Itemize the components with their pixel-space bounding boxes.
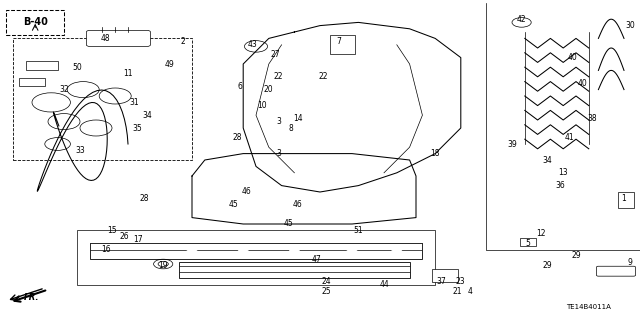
Text: 21: 21 <box>453 287 462 296</box>
Text: 49: 49 <box>164 60 175 68</box>
Text: FR.: FR. <box>24 293 40 302</box>
Text: 10: 10 <box>257 101 268 110</box>
Bar <box>618 192 634 208</box>
Text: 28: 28 <box>140 194 148 203</box>
Circle shape <box>289 249 300 254</box>
Bar <box>6 10 64 35</box>
Text: 40: 40 <box>577 79 588 88</box>
Text: 51: 51 <box>353 226 364 235</box>
Text: 31: 31 <box>129 98 140 107</box>
Text: 37: 37 <box>436 277 447 286</box>
Bar <box>26 61 58 70</box>
Bar <box>330 35 355 54</box>
Text: 7: 7 <box>337 37 342 46</box>
Text: 12: 12 <box>536 229 545 238</box>
Text: 45: 45 <box>283 220 293 228</box>
Text: 17: 17 <box>132 236 143 244</box>
Text: 5: 5 <box>525 239 531 248</box>
Text: 32: 32 <box>59 85 69 94</box>
Text: 25: 25 <box>321 287 332 296</box>
Text: 6: 6 <box>237 82 243 91</box>
Circle shape <box>187 249 197 254</box>
Text: 9: 9 <box>628 258 633 267</box>
Text: 14: 14 <box>292 114 303 123</box>
Text: 41: 41 <box>564 133 575 142</box>
Text: 15: 15 <box>107 226 117 235</box>
Bar <box>520 238 536 246</box>
Text: 29: 29 <box>542 261 552 270</box>
Text: 24: 24 <box>321 277 332 286</box>
Text: 1: 1 <box>621 194 627 203</box>
Text: 43: 43 <box>248 40 258 49</box>
Text: B-40: B-40 <box>23 17 47 28</box>
Circle shape <box>347 249 357 254</box>
Text: 35: 35 <box>132 124 143 132</box>
Text: 50: 50 <box>72 63 82 72</box>
Text: 19: 19 <box>158 261 168 270</box>
Bar <box>13 38 192 160</box>
Text: 8: 8 <box>289 124 294 132</box>
Bar <box>77 230 435 285</box>
Text: 28: 28 <box>232 133 241 142</box>
Text: 33: 33 <box>75 146 85 155</box>
Text: 34: 34 <box>142 111 152 120</box>
Circle shape <box>238 249 248 254</box>
Text: 3: 3 <box>276 149 281 158</box>
Text: 46: 46 <box>241 188 252 196</box>
Text: 26: 26 <box>120 232 130 241</box>
Text: 30: 30 <box>625 21 636 30</box>
Text: 22: 22 <box>319 72 328 81</box>
FancyBboxPatch shape <box>90 243 422 250</box>
FancyBboxPatch shape <box>179 266 410 272</box>
Text: 45: 45 <box>228 200 239 209</box>
Text: 42: 42 <box>516 15 527 24</box>
FancyBboxPatch shape <box>86 30 150 46</box>
Text: 3: 3 <box>276 117 281 126</box>
Text: 36: 36 <box>555 181 565 190</box>
FancyBboxPatch shape <box>90 243 422 259</box>
Text: 22: 22 <box>274 72 283 81</box>
Text: 23: 23 <box>456 277 466 286</box>
Text: 39: 39 <box>507 140 517 148</box>
Text: TE14B4011A: TE14B4011A <box>566 304 611 310</box>
Text: 13: 13 <box>558 168 568 177</box>
Text: 40: 40 <box>568 53 578 62</box>
Text: 18: 18 <box>431 149 440 158</box>
Bar <box>19 78 45 86</box>
Text: 48: 48 <box>100 34 111 43</box>
Text: 27: 27 <box>270 50 280 59</box>
Text: 38: 38 <box>587 114 597 123</box>
Text: 46: 46 <box>292 200 303 209</box>
Circle shape <box>392 249 402 254</box>
FancyBboxPatch shape <box>596 266 636 276</box>
FancyBboxPatch shape <box>179 262 410 278</box>
Bar <box>432 269 458 282</box>
Text: 34: 34 <box>542 156 552 164</box>
Text: 44: 44 <box>379 280 389 289</box>
Text: 4: 4 <box>468 287 473 296</box>
Text: 16: 16 <box>100 245 111 254</box>
Text: 20: 20 <box>264 85 274 94</box>
Text: 47: 47 <box>312 255 322 264</box>
Text: 29: 29 <box>571 252 581 260</box>
Text: 2: 2 <box>180 37 185 46</box>
Text: 11: 11 <box>124 69 132 78</box>
